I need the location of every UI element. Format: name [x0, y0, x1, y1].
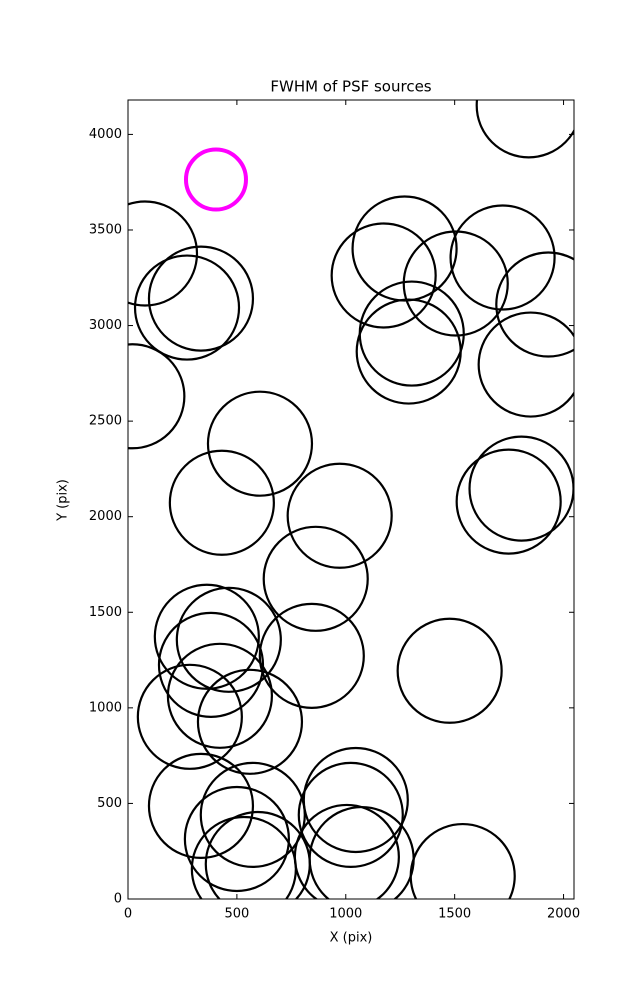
psf-circle	[495, 251, 574, 358]
y-tick-label: 3500	[89, 222, 122, 237]
psf-circle	[286, 462, 393, 569]
y-tick-label: 2500	[89, 414, 122, 429]
y-tick-label: 0	[114, 892, 122, 907]
psf-circle	[147, 245, 255, 352]
psf-circle	[396, 617, 503, 724]
psf-circle	[477, 311, 574, 418]
psf-circle	[183, 785, 290, 893]
psf-circle	[455, 448, 562, 555]
psf-circle	[330, 222, 437, 329]
psf-circle	[449, 204, 556, 311]
psf-circle	[128, 343, 186, 450]
y-tick-label: 4000	[89, 127, 122, 142]
psf-circle	[168, 449, 275, 556]
psf-circle	[262, 525, 369, 632]
psf-circle	[293, 803, 400, 899]
x-axis-label: X (pix)	[330, 931, 373, 946]
x-tick-label: 1500	[438, 907, 471, 922]
x-tick-label: 1000	[329, 907, 362, 922]
psf-circle	[166, 642, 274, 749]
y-tick-label: 500	[97, 796, 122, 811]
psf-circle	[196, 668, 304, 775]
psf-circle	[402, 230, 509, 337]
y-tick-label: 2000	[89, 509, 122, 524]
psf-circle	[302, 746, 409, 854]
y-axis-label: Y (pix)	[56, 479, 71, 522]
x-tick-label: 0	[124, 907, 132, 922]
psf-circle	[153, 583, 260, 690]
y-tick-label: 1500	[89, 605, 122, 620]
y-tick-label: 1000	[89, 700, 122, 715]
x-tick-label: 500	[224, 907, 249, 922]
psf-circle	[475, 100, 574, 159]
psf-circle	[355, 298, 462, 405]
psf-circle	[136, 663, 243, 770]
psf-circle	[409, 822, 516, 899]
psf-circle	[258, 602, 365, 709]
x-tick-label: 2000	[547, 907, 580, 922]
psf-circle	[175, 586, 282, 693]
psf-circle	[128, 200, 199, 307]
chart-title: FWHM of PSF sources	[270, 78, 431, 96]
psf-circle	[133, 254, 241, 361]
psf-circle	[183, 147, 248, 212]
y-tick-label: 3000	[89, 318, 122, 333]
plot-frame	[127, 99, 575, 900]
psf-circle	[199, 761, 306, 868]
psf-circle	[206, 390, 314, 497]
psf-circle	[297, 761, 404, 868]
psf-circle	[147, 752, 255, 860]
plot-area	[128, 100, 574, 899]
